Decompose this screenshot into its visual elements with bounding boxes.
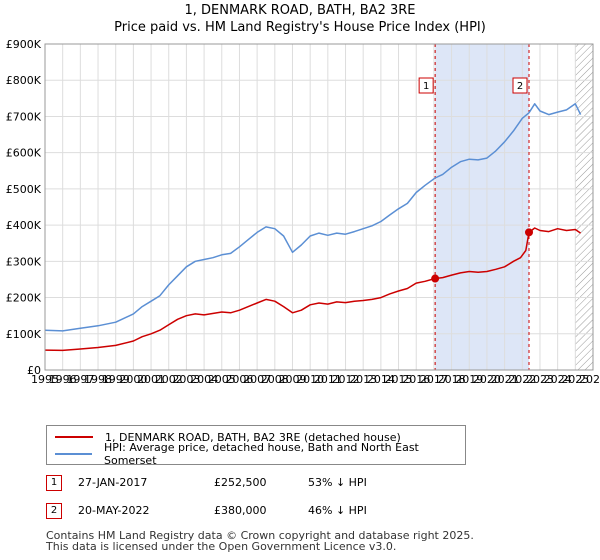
sale-marker: 2 [512,77,528,94]
x-tick-label: 2026 [579,373,600,386]
x-tick-label: 2013 [349,373,377,386]
x-tick-label: 2022 [508,373,536,386]
sale-marker: 1 [418,77,434,94]
sale-row: 2 20-MAY-2022 £380,000 46% ↓ HPI [46,501,466,529]
hatched-region [575,44,593,370]
x-tick-label: 2023 [526,373,554,386]
y-tick-label: £900K [6,38,42,51]
x-tick-label: 2006 [225,373,253,386]
sale-price: £380,000 [214,504,267,517]
y-tick-label: £500K [6,183,42,196]
sale-marker-box: 2 [46,503,62,519]
x-tick-label: 2020 [473,373,501,386]
x-tick-label: 1998 [84,373,112,386]
x-tick-label: 2024 [544,373,572,386]
series-line-hpi [44,103,582,332]
x-tick-label: 2005 [208,373,236,386]
x-tick-label: 2019 [455,373,483,386]
sale-hpi-diff: 53% ↓ HPI [308,476,367,489]
sale-point [525,228,534,237]
x-tick-label: 2009 [278,373,306,386]
x-tick-label: 2008 [261,373,289,386]
x-tick-label: 2003 [172,373,200,386]
sale-marker-label: 1 [423,81,429,92]
x-tick-label: 2021 [491,373,519,386]
x-tick-label: 2004 [190,373,218,386]
legend-item-property: 1, DENMARK ROAD, BATH, BA2 3RE (detached… [55,429,401,445]
sale-marker-box [418,77,434,94]
sale-marker-box [512,77,528,94]
sale-marker-label: 2 [517,81,523,92]
sale-hpi-diff: 46% ↓ HPI [308,504,367,517]
y-tick-label: £200K [6,292,42,305]
x-tick-label: 2025 [561,373,589,386]
y-tick-label: £600K [6,147,42,160]
chart-subtitle: Price paid vs. HM Land Registry's House … [114,20,486,35]
sale-row: 1 27-JAN-2017 £252,500 53% ↓ HPI [46,473,466,501]
legend-label-hpi: HPI: Average price, detached house, Bath… [103,441,419,467]
x-tick-label: 1999 [102,373,130,386]
sale-date: 27-JAN-2017 [78,476,148,489]
x-tick-label: 2011 [314,373,342,386]
x-tick-label: 1995 [31,373,59,386]
y-tick-label: £700K [6,110,42,123]
x-tick-label: 2012 [332,373,360,386]
x-tick-label: 2000 [119,373,147,386]
x-tick-label: 2007 [243,373,271,386]
sale-price: £252,500 [214,476,267,489]
footer: Contains HM Land Registry data © Crown c… [46,530,474,552]
legend-swatch-hpi [55,453,92,455]
x-tick-label: 2018 [438,373,466,386]
x-tick-label: 2015 [385,373,413,386]
x-tick-label: 2014 [367,373,395,386]
x-tick-label: 2002 [155,373,183,386]
sales-table: 1 27-JAN-2017 £252,500 53% ↓ HPI 2 20-MA… [46,473,466,529]
x-tick-label: 2017 [420,373,448,386]
footer-licence: This data is licensed under the Open Gov… [46,540,397,553]
y-tick-label: £300K [6,255,42,268]
y-tick-label: £400K [6,219,42,232]
x-tick-label: 1997 [66,373,94,386]
y-tick-label: £0 [27,364,41,377]
sale-point [431,274,440,283]
footer-copyright: Contains HM Land Registry data © Crown c… [46,529,474,542]
series-line-property [44,227,582,352]
sale-marker-box: 1 [46,475,62,491]
y-tick-label: £100K [6,328,42,341]
x-tick-label: 2001 [137,373,165,386]
legend-swatch-property [55,436,93,438]
x-tick-label: 2016 [402,373,430,386]
sale-date: 20-MAY-2022 [78,504,150,517]
legend-item-hpi: HPI: Average price, detached house, Bath… [55,441,465,467]
y-tick-label: £800K [6,74,42,87]
shaded-period [435,44,530,370]
plot-frame [44,43,594,371]
legend: 1, DENMARK ROAD, BATH, BA2 3RE (detached… [46,425,466,467]
x-tick-label: 2010 [296,373,324,386]
chart-title: 1, DENMARK ROAD, BATH, BA2 3RE [184,3,416,18]
legend-label-property: 1, DENMARK ROAD, BATH, BA2 3RE (detached… [105,430,401,444]
x-tick-label: 1996 [49,373,77,386]
